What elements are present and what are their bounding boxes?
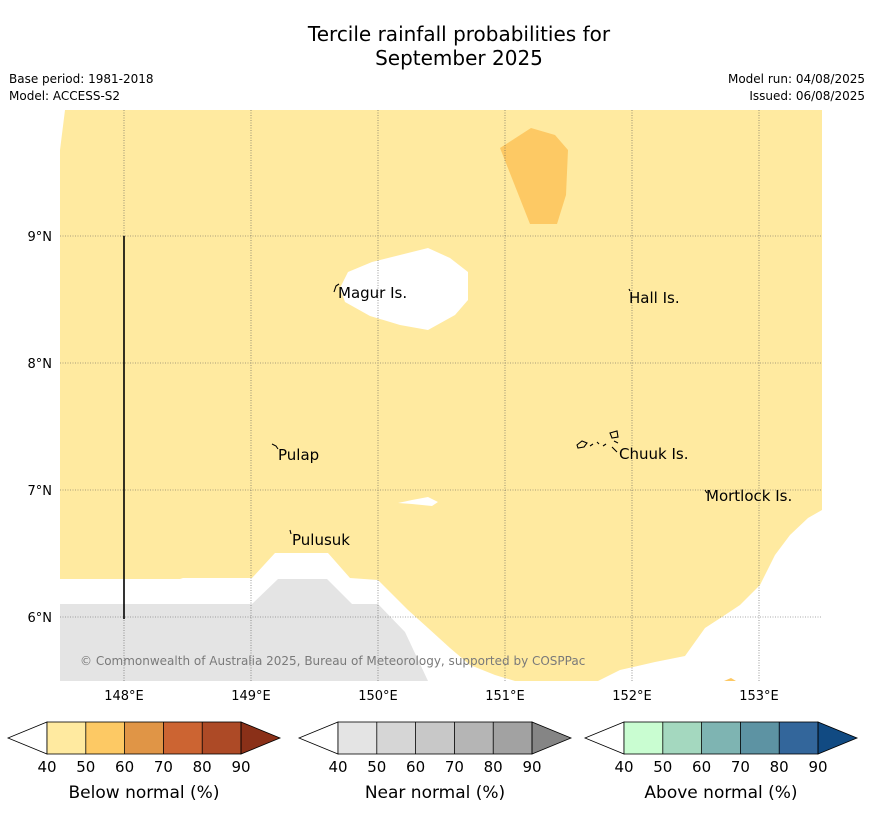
lon-label-150: 150°E <box>358 689 398 704</box>
model-run-date: Model run: 04/08/2025 <box>727 72 865 86</box>
near-colorbar-segment <box>415 722 455 754</box>
lon-label-148: 148°E <box>104 689 144 704</box>
lat-label-9: 9°N <box>28 230 53 245</box>
near-colorbar-extend-low <box>297 721 339 755</box>
above-colorbar-label: Above normal (%) <box>644 783 797 803</box>
above-colorbar-outline <box>623 721 819 755</box>
below-colorbar-extend-low <box>6 721 48 755</box>
near-colorbar-tick-label: 40 <box>328 758 347 776</box>
map-title: Tercile rainfall probabilities for Septe… <box>0 22 873 70</box>
below-colorbar-extend-high <box>240 721 282 755</box>
below-normal-60-70-patch <box>724 678 736 681</box>
title-line-1: Tercile rainfall probabilities for <box>307 22 611 46</box>
pulap-coast <box>271 443 279 450</box>
below-colorbar-segment <box>163 722 203 754</box>
base-period: Base period: 1981-2018 <box>9 72 154 86</box>
below-normal-50-60-region <box>60 110 822 681</box>
legend-below-normal: 40 50 60 70 80 90 Below normal (%) <box>6 721 282 803</box>
near-colorbar-segment <box>376 722 416 754</box>
no-dominant-region-small <box>398 497 438 506</box>
near-colorbar-segment <box>338 722 377 754</box>
near-colorbar-tick-label: 90 <box>522 758 541 776</box>
near-normal-50-60-region <box>60 579 428 681</box>
label-pulap: Pulap <box>278 446 319 464</box>
lon-label-153: 153°E <box>739 689 779 704</box>
near-colorbar-label: Near normal (%) <box>365 783 505 803</box>
above-colorbar-segment <box>701 722 741 754</box>
near-colorbar-tick-label: 50 <box>367 758 386 776</box>
title-line-2: September 2025 <box>375 46 543 70</box>
near-colorbar-tick-label: 80 <box>484 758 503 776</box>
above-colorbar-segment <box>624 722 663 754</box>
above-colorbar-tick-label: 70 <box>731 758 750 776</box>
label-chuuk: Chuuk Is. <box>619 445 688 463</box>
copyright-notice: © Commonwealth of Australia 2025, Bureau… <box>80 654 585 668</box>
below-colorbar-outline <box>46 721 242 755</box>
lat-label-8: 8°N <box>28 357 53 372</box>
lon-label-152: 152°E <box>612 689 652 704</box>
metadata-left: Base period: 1981-2018 Model: ACCESS-S2 <box>9 71 154 105</box>
lon-label-151: 151°E <box>485 689 525 704</box>
above-colorbar-tick-label: 60 <box>692 758 711 776</box>
below-normal-60-70-region <box>500 128 568 224</box>
below-colorbar-segment <box>47 722 86 754</box>
metadata-right: Model run: 04/08/2025 Issued: 06/08/2025 <box>728 71 865 105</box>
below-colorbar-tick-label: 40 <box>37 758 56 776</box>
place-labels: Magur Is. Hall Is. Pulap Chuuk Is. Mortl… <box>278 284 792 549</box>
label-mortlock: Mortlock Is. <box>706 487 792 505</box>
above-colorbar-segment <box>740 722 780 754</box>
model-name: Model: ACCESS-S2 <box>9 89 121 103</box>
below-colorbar-segment <box>202 722 241 754</box>
below-colorbar-segment <box>124 722 164 754</box>
latitude-labels: 9°N 8°N 7°N 6°N <box>28 230 53 626</box>
near-colorbar-extend-high <box>531 721 573 755</box>
above-colorbar-segment <box>662 722 702 754</box>
near-colorbar-segment <box>493 722 532 754</box>
coastlines <box>271 283 708 535</box>
below-colorbar-tick-label: 50 <box>76 758 95 776</box>
below-colorbar-tick-label: 70 <box>154 758 173 776</box>
label-pulusuk: Pulusuk <box>292 531 350 549</box>
below-colorbar-segment <box>85 722 125 754</box>
below-colorbar-tick-label: 80 <box>193 758 212 776</box>
above-colorbar-extend-high <box>817 721 859 755</box>
above-colorbar-tick-label: 50 <box>653 758 672 776</box>
near-colorbar-outline <box>337 721 533 755</box>
above-colorbar-tick-label: 40 <box>614 758 633 776</box>
near-colorbar-tick-label: 70 <box>445 758 464 776</box>
pulusuk-coast <box>289 529 292 535</box>
mortlock-coast <box>704 489 708 494</box>
chuuk-lagoon-coast <box>576 430 619 453</box>
legend-near-normal: 40 50 60 70 80 90 Near normal (%) <box>297 721 573 803</box>
hall-coast <box>628 288 631 292</box>
near-colorbar-tick-label: 60 <box>406 758 425 776</box>
issued-date: Issued: 06/08/2025 <box>749 89 865 103</box>
above-colorbar-tick-label: 90 <box>808 758 827 776</box>
legend-above-normal: 40 50 60 70 80 90 Above normal (%) <box>583 721 859 803</box>
graticule <box>60 110 822 681</box>
above-colorbar-segment <box>779 722 818 754</box>
below-colorbar-tick-label: 90 <box>231 758 250 776</box>
below-colorbar-label: Below normal (%) <box>69 783 220 803</box>
magur-coast <box>333 283 340 293</box>
above-colorbar-tick-label: 80 <box>770 758 789 776</box>
longitude-labels: 148°E 149°E 150°E 151°E 152°E 153°E <box>104 689 779 704</box>
near-colorbar-segment <box>454 722 494 754</box>
label-hall: Hall Is. <box>629 289 680 307</box>
below-colorbar-tick-label: 60 <box>115 758 134 776</box>
probability-field <box>60 110 822 681</box>
lat-label-6: 6°N <box>28 611 53 626</box>
lat-label-7: 7°N <box>28 484 53 499</box>
above-colorbar-extend-low <box>583 721 625 755</box>
no-dominant-region-north <box>340 248 468 330</box>
lon-label-149: 149°E <box>231 689 271 704</box>
label-magur: Magur Is. <box>338 284 407 302</box>
